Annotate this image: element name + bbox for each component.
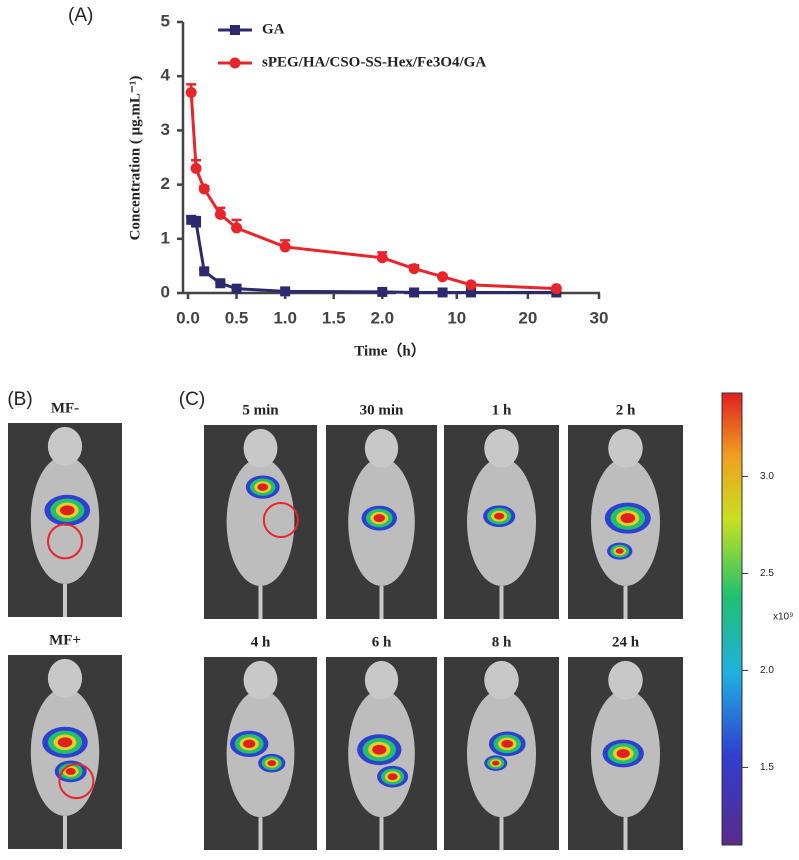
- point: [437, 287, 448, 298]
- y-tick-label: 1: [161, 228, 170, 247]
- point: [231, 283, 242, 294]
- signal-blob: [615, 548, 624, 554]
- y-tick-label: 5: [161, 11, 170, 30]
- point: [185, 86, 197, 98]
- point: [190, 162, 202, 174]
- image-label: 8 h: [492, 634, 512, 650]
- point: [231, 222, 243, 234]
- x-tick-label: 30: [590, 308, 609, 327]
- point: [215, 278, 226, 289]
- x-tick-label: 2.0: [370, 308, 394, 327]
- x-tick-label: 1.0: [273, 308, 297, 327]
- mouse-head: [47, 658, 83, 698]
- x-tick-label: 10: [447, 308, 466, 327]
- mouse-head: [364, 428, 399, 468]
- signal-blob: [387, 773, 398, 781]
- colorbar-tick-label: 1.5: [760, 762, 774, 773]
- point: [214, 208, 226, 220]
- tumor-marker: [58, 763, 95, 800]
- mouse-head: [484, 660, 519, 700]
- y-tick-label: 4: [161, 66, 171, 85]
- tumor-marker: [262, 502, 299, 539]
- mouse-image: [8, 423, 122, 617]
- image-label: 24 h: [612, 634, 640, 650]
- mouse-image: [568, 657, 683, 850]
- series-line: [189, 92, 557, 291]
- image-label: 30 min: [360, 402, 404, 418]
- signal-blob: [616, 749, 630, 758]
- mouse-image: [326, 425, 437, 619]
- panel-label: (A): [68, 5, 93, 26]
- mouse-head: [608, 660, 643, 700]
- signal-blob: [492, 760, 500, 766]
- signal-blob: [59, 505, 75, 516]
- image-label: MF-: [51, 400, 79, 416]
- colorbar-unit: x10⁹: [773, 612, 793, 623]
- point: [376, 252, 388, 264]
- colorbar: [721, 392, 743, 846]
- point: [550, 283, 562, 295]
- mouse-head: [47, 426, 83, 466]
- colorbar-tick-label: 2.0: [760, 665, 774, 676]
- image-label: 5 min: [242, 402, 279, 418]
- y-tick-label: 3: [161, 120, 170, 139]
- y-axis-label: Concentration ( μg.mL⁻¹): [127, 76, 143, 241]
- point: [198, 183, 210, 195]
- panel-label: (B): [7, 389, 32, 410]
- legend-label: GA: [262, 21, 285, 37]
- y-tick-label: 2: [161, 174, 170, 193]
- mouse-image: [326, 657, 437, 850]
- signal-blob: [372, 744, 387, 755]
- signal-blob: [494, 512, 505, 520]
- mouse-head: [484, 428, 519, 468]
- point: [377, 286, 388, 297]
- colorbar-tick-label: 2.5: [760, 568, 774, 579]
- image-label: 1 h: [492, 402, 512, 418]
- point: [199, 266, 210, 277]
- point: [409, 287, 420, 298]
- signal-blob: [373, 514, 385, 523]
- signal-blob: [501, 739, 514, 748]
- tumor-marker: [47, 523, 83, 560]
- mouse-head: [608, 428, 643, 468]
- mouse-image: [444, 657, 559, 850]
- mouse-head: [364, 660, 399, 700]
- point: [466, 287, 476, 298]
- signal-blob: [57, 737, 73, 748]
- legend-marker: [229, 57, 241, 69]
- signal-blob: [267, 760, 277, 767]
- mouse-image: [568, 425, 683, 619]
- signal-blob: [65, 767, 76, 775]
- x-tick-label: 0.5: [225, 308, 249, 327]
- y-tick-label: 0: [161, 282, 170, 301]
- x-tick-label: 1.5: [322, 308, 346, 327]
- image-label: 4 h: [251, 634, 271, 650]
- image-label: MF+: [49, 632, 81, 648]
- image-label: 6 h: [372, 634, 392, 650]
- signal-blob: [243, 739, 256, 749]
- point: [280, 286, 291, 297]
- signal-blob: [620, 513, 636, 524]
- panel-label: (C): [179, 389, 205, 410]
- mouse-head: [243, 428, 278, 468]
- point: [279, 241, 291, 253]
- mouse-image: [204, 425, 317, 619]
- image-label: 2 h: [616, 402, 636, 418]
- legend-label: sPEG/HA/CSO-SS-Hex/Fe3O4/GA: [262, 54, 486, 70]
- x-tick-label: 0.0: [176, 308, 200, 327]
- point: [437, 271, 449, 283]
- signal-blob: [257, 483, 269, 491]
- point: [408, 263, 420, 275]
- mouse-image: [444, 425, 559, 619]
- point: [465, 279, 477, 291]
- point: [191, 217, 202, 228]
- mouse-image: [204, 657, 317, 850]
- x-tick-label: 20: [518, 308, 537, 327]
- colorbar-tick-label: 3.0: [760, 471, 774, 482]
- mouse-image: [8, 655, 122, 849]
- legend-marker: [230, 25, 240, 35]
- x-axis-label: Time（h）: [354, 341, 425, 359]
- mouse-head: [243, 660, 278, 700]
